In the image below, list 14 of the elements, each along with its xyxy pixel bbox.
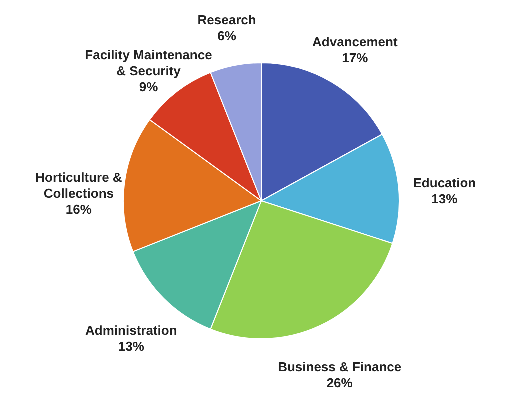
data-label: 6%	[218, 28, 237, 44]
slice-label: Advancement	[312, 34, 398, 50]
data-label: 26%	[326, 375, 354, 390]
data-label: 17%	[342, 50, 369, 66]
data-label: 16%	[66, 202, 92, 217]
data-label: 13%	[118, 339, 145, 354]
slice-label: Administration	[86, 323, 178, 338]
data-label: 9%	[139, 80, 159, 95]
slice-label: Facility Maintenance & Security	[85, 48, 212, 79]
slice-label: Research	[198, 12, 256, 28]
slice-label: Education	[413, 176, 476, 191]
data-label: 13%	[432, 192, 458, 207]
slice-label: Business & Finance	[278, 359, 402, 374]
slice-label: Horticulture & Collections	[36, 170, 122, 201]
